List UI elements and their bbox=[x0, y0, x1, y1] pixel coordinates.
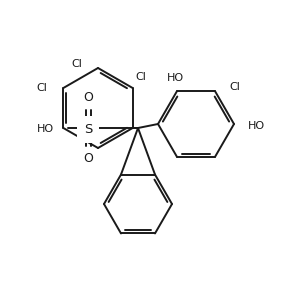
Text: Cl: Cl bbox=[36, 83, 47, 93]
Text: S: S bbox=[84, 123, 92, 136]
Text: HO: HO bbox=[248, 121, 265, 131]
Text: HO: HO bbox=[37, 124, 54, 134]
Text: Cl: Cl bbox=[229, 82, 240, 92]
Text: HO: HO bbox=[166, 73, 184, 83]
Text: O: O bbox=[83, 91, 93, 104]
Text: Cl: Cl bbox=[136, 72, 146, 82]
Text: O: O bbox=[83, 152, 93, 165]
Text: Cl: Cl bbox=[71, 59, 82, 69]
